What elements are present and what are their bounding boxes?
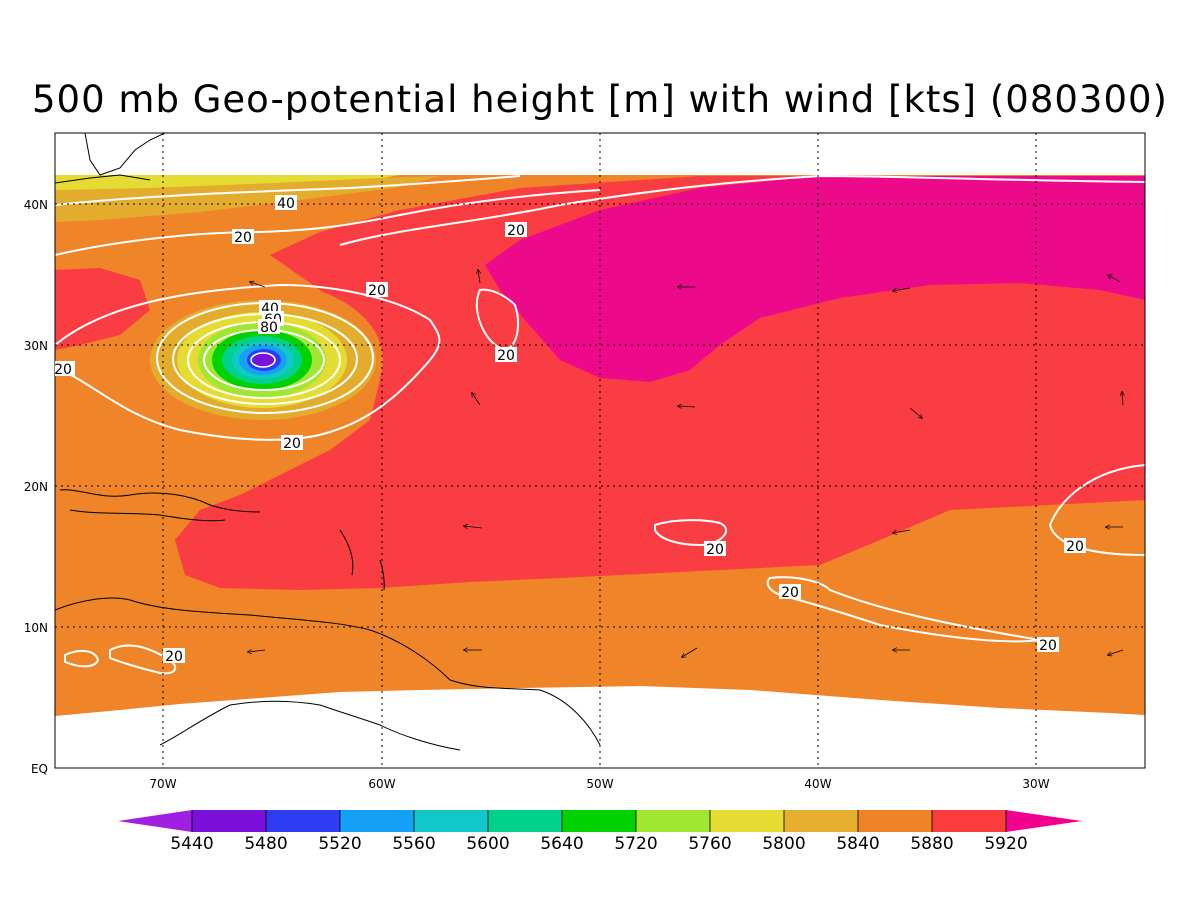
colorbar-tick-label: 5800 xyxy=(762,834,806,854)
colorbar-tick-label: 5760 xyxy=(688,834,732,854)
contour-label-text: 20 xyxy=(368,283,386,299)
plot-title: 500 mb Geo-potential height [m] with win… xyxy=(32,78,1168,121)
contour-label-text: 20 xyxy=(1066,539,1084,555)
contour-label-0: 40 xyxy=(275,195,297,212)
coastlines xyxy=(55,133,601,751)
colorbar-swatch xyxy=(710,810,785,832)
colorbar-tick-label: 5920 xyxy=(984,834,1028,854)
colorbar-swatch xyxy=(932,810,1007,832)
colorbar-tick-label: 5600 xyxy=(466,834,510,854)
lon-tick-label: 40W xyxy=(804,777,831,791)
contour-label-1: 20 xyxy=(232,229,254,246)
contour-label-text: 20 xyxy=(507,223,525,239)
colorbar-swatch xyxy=(636,810,711,832)
magenta-ridge xyxy=(485,176,1145,382)
lat-tick-label: 10N xyxy=(24,621,48,635)
colorbar-swatch xyxy=(266,810,341,832)
contour-label-2: 20 xyxy=(505,222,527,239)
contour-label-9: 20 xyxy=(281,435,303,452)
contour-label-text: 20 xyxy=(497,348,515,364)
contour-label-text: 20 xyxy=(54,362,72,378)
lon-tick-label: 50W xyxy=(586,777,613,791)
colorbar-tick-label: 5640 xyxy=(540,834,584,854)
low-ring-5440 xyxy=(254,353,274,367)
wind-vectors xyxy=(248,270,1123,657)
colorbar-max-triangle xyxy=(1006,810,1082,832)
colorbar-tick-label: 5520 xyxy=(318,834,362,854)
colorbar-tick-label: 5840 xyxy=(836,834,880,854)
colorbar-tick-label: 5560 xyxy=(392,834,436,854)
lat-tick-label: 40N xyxy=(24,198,48,212)
colorbar-swatch xyxy=(488,810,563,832)
contour-label-8: 20 xyxy=(54,361,75,378)
plot-frame xyxy=(54,132,1146,769)
contour-label-3: 20 xyxy=(366,282,388,299)
shaded-height-field xyxy=(55,133,1145,768)
colorbar-tick-label: 5880 xyxy=(910,834,954,854)
contour-label-7: 80 xyxy=(258,319,280,336)
contour-label-text: 20 xyxy=(1039,638,1057,654)
contour-label-text: 80 xyxy=(260,320,278,336)
colorbar-tick-label: 5440 xyxy=(170,834,214,854)
lon-tick-label: 60W xyxy=(368,777,395,791)
lon-tick-label: 30W xyxy=(1022,777,1049,791)
colorbar-swatch xyxy=(562,810,637,832)
lat-tick-label: 30N xyxy=(24,339,48,353)
contour-label-text: 20 xyxy=(234,230,252,246)
contour-label-text: 20 xyxy=(165,649,183,665)
contour-label-10: 20 xyxy=(704,541,726,558)
colorbar-min-triangle xyxy=(118,810,192,832)
colorbar-swatch xyxy=(784,810,859,832)
contour-label-14: 20 xyxy=(163,648,185,665)
colorbar-tick-label: 5720 xyxy=(614,834,658,854)
colorbar xyxy=(118,810,1082,832)
contour-label-12: 20 xyxy=(779,584,801,601)
lon-tick-label: 70W xyxy=(149,777,176,791)
contour-label-text: 20 xyxy=(283,436,301,452)
contour-label-text: 40 xyxy=(277,196,295,212)
colorbar-swatch xyxy=(340,810,415,832)
contour-label-13: 20 xyxy=(1037,637,1059,654)
contour-label-4: 20 xyxy=(495,347,517,364)
colorbar-tick-label: 5480 xyxy=(244,834,288,854)
colorbar-swatch xyxy=(858,810,933,832)
lat-tick-label: 20N xyxy=(24,480,48,494)
lat-tick-label: EQ xyxy=(31,762,48,776)
contour-label-11: 20 xyxy=(1064,538,1086,555)
colorbar-swatch xyxy=(414,810,489,832)
contour-label-text: 20 xyxy=(781,585,799,601)
contour-label-text: 20 xyxy=(706,542,724,558)
contour-label-group: 40 20 20 20 20 40 60 80 20 20 20 20 20 2… xyxy=(54,195,1086,665)
colorbar-swatch xyxy=(192,810,267,832)
